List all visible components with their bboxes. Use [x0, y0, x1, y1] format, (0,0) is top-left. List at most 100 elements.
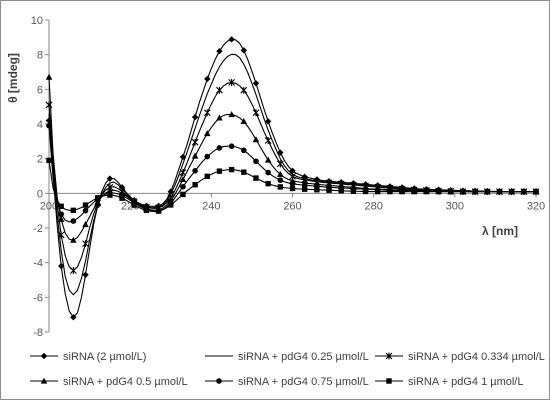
- data-point: [435, 188, 442, 195]
- data-point: [204, 153, 211, 160]
- data-point: [472, 188, 478, 195]
- data-point: [70, 314, 77, 321]
- y-tick-label: 4: [37, 119, 43, 131]
- data-point: [58, 203, 64, 210]
- data-point: [399, 188, 405, 195]
- data-point: [95, 195, 101, 201]
- data-point: [387, 188, 393, 195]
- data-point: [192, 168, 198, 174]
- data-point: [216, 145, 223, 151]
- x-tick-label: 200: [40, 200, 58, 212]
- legend-label: siRNA + pdG4 0.25 µmol/L: [238, 351, 369, 363]
- legend-label: siRNA + pdG4 0.75 µmol/L: [238, 376, 369, 388]
- data-point: [82, 221, 89, 228]
- data-point: [82, 271, 89, 278]
- legend-item: siRNA + pdG4 0.75 µmol/L: [205, 376, 369, 388]
- data-point: [508, 188, 515, 195]
- legend-item: siRNA + pdG4 0.25 µmol/L: [205, 351, 369, 363]
- x-axis: 200 220 240 260 280 300 320: [40, 192, 545, 212]
- data-point: [241, 147, 247, 154]
- data-point: [264, 118, 272, 125]
- data-point: [277, 184, 284, 190]
- data-point: [57, 262, 65, 270]
- data-point: [179, 176, 187, 183]
- data-point: [203, 109, 211, 117]
- x-tick-label: 300: [446, 200, 464, 212]
- data-point: [119, 195, 125, 201]
- x-tick-label: 240: [202, 200, 220, 212]
- data-point: [155, 208, 162, 214]
- legend-label: siRNA + pdG4 0.334 µmol/L: [408, 351, 545, 363]
- data-point: [191, 152, 199, 159]
- data-point: [82, 240, 89, 248]
- data-point: [204, 75, 211, 83]
- y-axis-title: θ [mdeg]: [6, 53, 20, 103]
- data-point: [521, 188, 527, 195]
- y-tick-label: -8: [33, 327, 43, 339]
- series-6: [46, 157, 539, 214]
- x-tick-label: 280: [364, 200, 382, 212]
- data-point: [203, 130, 211, 137]
- y-tick-label: -2: [33, 223, 43, 235]
- legend-marker: [385, 352, 393, 360]
- data-point: [411, 188, 417, 195]
- data-point: [240, 86, 248, 94]
- data-point: [264, 136, 272, 144]
- data-point: [106, 175, 114, 182]
- data-point: [460, 188, 466, 195]
- data-point: [350, 188, 357, 194]
- data-point: [70, 236, 77, 243]
- data-point: [143, 207, 150, 214]
- data-point: [70, 218, 77, 224]
- legend-label: siRNA + pdG4 0.5 µmol/L: [63, 376, 188, 388]
- data-point: [131, 202, 137, 208]
- data-point: [69, 266, 77, 274]
- data-point: [228, 111, 235, 118]
- legend-item: siRNA (2 µmol/L): [30, 351, 146, 363]
- data-point: [228, 78, 236, 86]
- series-3: [45, 78, 540, 274]
- data-point: [228, 143, 235, 149]
- data-point: [216, 114, 223, 121]
- data-point: [167, 188, 174, 195]
- data-point: [107, 192, 113, 198]
- data-point: [484, 188, 490, 195]
- legend-marker: [40, 352, 48, 360]
- data-point: [265, 180, 271, 187]
- data-point: [252, 109, 260, 117]
- data-point: [57, 215, 65, 222]
- data-point: [216, 86, 223, 94]
- y-tick-label: -4: [33, 258, 43, 270]
- data-point: [301, 186, 308, 192]
- data-point: [265, 169, 271, 176]
- data-point: [82, 202, 89, 208]
- legend-label: siRNA + pdG4 1 µmol/L: [408, 376, 523, 388]
- series-4: [45, 73, 540, 243]
- y-axis: -8 -6 -4 -2 0 2 4 6 8 10: [31, 15, 50, 339]
- data-point: [70, 207, 77, 214]
- data-point: [82, 207, 89, 214]
- data-point: [448, 188, 454, 195]
- data-point: [46, 157, 52, 164]
- series-layer: [45, 36, 540, 321]
- data-point: [241, 169, 247, 175]
- data-point: [533, 188, 539, 195]
- data-point: [362, 188, 369, 195]
- data-point: [180, 191, 186, 198]
- x-tick-label: 260: [283, 200, 301, 212]
- data-point: [277, 177, 284, 183]
- data-point: [118, 184, 126, 191]
- data-point: [496, 188, 503, 195]
- data-point: [289, 181, 296, 187]
- data-point: [423, 188, 430, 195]
- legend-marker: [40, 377, 48, 384]
- y-tick-label: 0: [37, 188, 43, 200]
- data-point: [375, 188, 381, 195]
- data-point: [228, 36, 235, 43]
- y-tick-label: -6: [33, 292, 43, 304]
- y-tick-label: 10: [31, 15, 43, 27]
- legend: siRNA (2 µmol/L) siRNA + pdG4 0.25 µmol/L…: [30, 351, 545, 388]
- data-point: [338, 188, 344, 194]
- data-point: [45, 73, 53, 80]
